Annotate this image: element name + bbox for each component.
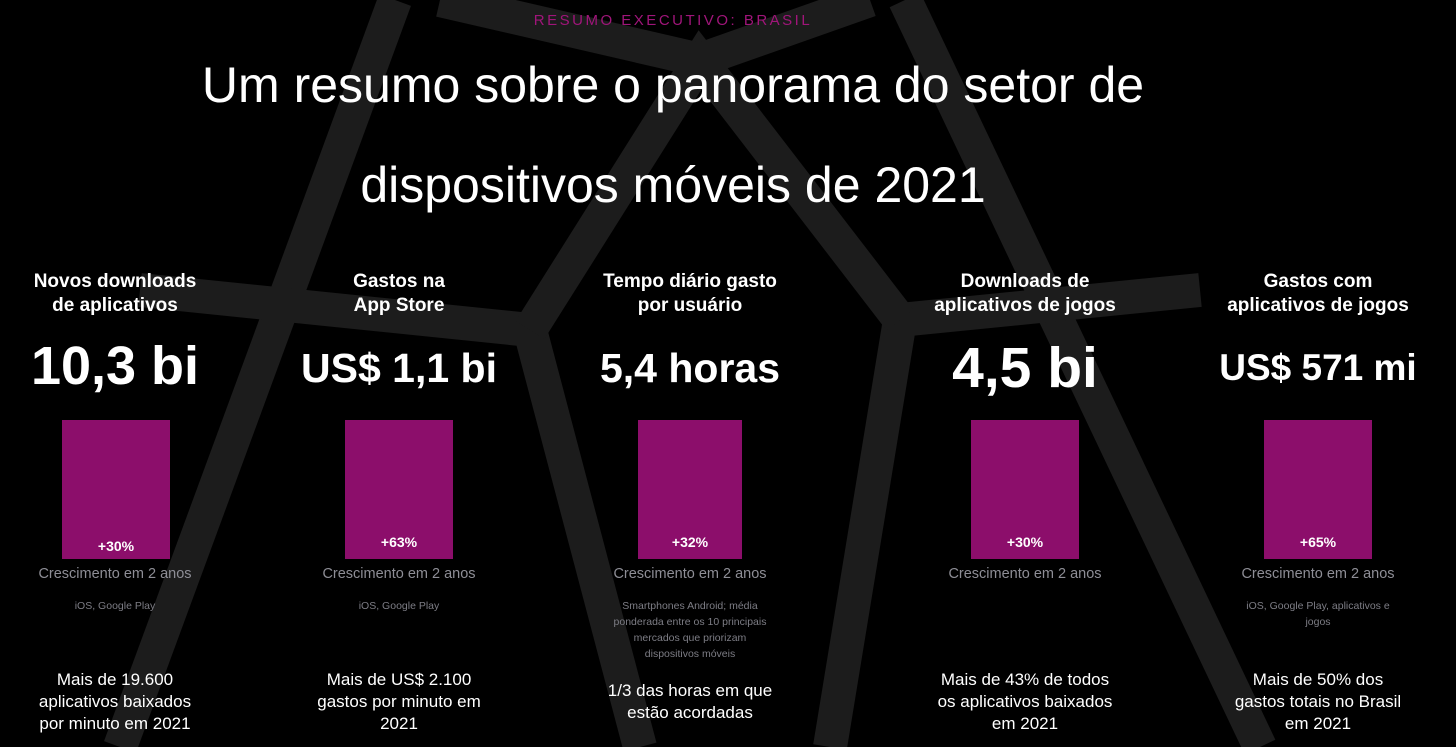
metric-heading-line: de aplicativos <box>52 295 178 316</box>
metric-heading-line: aplicativos de jogos <box>1227 295 1409 316</box>
metric-footnote: Mais de 19.600 aplicativos baixados por … <box>0 669 245 735</box>
growth-percent: +30% <box>97 538 135 554</box>
source-note: iOS, Google Play <box>74 600 156 612</box>
footnote-line: 1/3 das horas em que <box>607 681 773 700</box>
growth-label: Crescimento em 2 anos <box>322 566 476 582</box>
footnote-line: Mais de 19.600 <box>56 670 174 689</box>
growth-bar: +63% <box>345 420 453 559</box>
metric-heading-line: Gastos com <box>1263 271 1373 292</box>
metric-footnote: Mais de 50% dos gastos totais no Brasil … <box>1188 669 1448 735</box>
growth-label: Crescimento em 2 anos <box>948 566 1102 582</box>
metric-value: 4,5 bi <box>952 336 1098 400</box>
metric-card-game-spend: Gastos com aplicativos de jogos US$ 571 … <box>1188 0 1448 747</box>
growth-bar: +65% <box>1264 420 1372 559</box>
growth-bar: +30% <box>971 420 1079 559</box>
growth-label: Crescimento em 2 anos <box>38 566 192 582</box>
section-kicker: RESUMO EXECUTIVO: BRASIL <box>533 12 813 29</box>
metric-card-daily-time: Tempo diário gasto por usuário 5,4 horas… <box>560 0 820 747</box>
growth-percent: +65% <box>1299 534 1337 550</box>
source-line: mercados que priorizam <box>633 632 747 644</box>
metric-heading: Gastos na App Store <box>269 270 529 318</box>
source-note: Smartphones Android; média ponderada ent… <box>560 598 820 662</box>
growth-label: Crescimento em 2 anos <box>1241 566 1395 582</box>
metric-value: 5,4 horas <box>599 345 781 391</box>
source-line: iOS, Google Play, aplicativos e <box>1246 600 1390 612</box>
metric-heading: Novos downloads de aplicativos <box>0 270 245 318</box>
metric-heading-line: Novos downloads <box>33 271 197 292</box>
metric-heading: Downloads de aplicativos de jogos <box>895 270 1155 318</box>
growth-percent: +30% <box>1006 534 1044 550</box>
footnote-line: os aplicativos baixados <box>937 692 1113 711</box>
source-line: Smartphones Android; média <box>622 600 758 612</box>
growth-label: Crescimento em 2 anos <box>613 566 767 582</box>
footnote-line: gastos totais no Brasil <box>1234 692 1402 711</box>
footnote-line: estão acordadas <box>627 703 753 722</box>
source-line: jogos <box>1305 616 1331 628</box>
footnote-line: aplicativos baixados <box>38 692 192 711</box>
page-title-line-2: dispositivos móveis de 2021 <box>360 157 986 213</box>
growth-percent: +32% <box>671 534 709 550</box>
metric-heading-line: Tempo diário gasto <box>603 271 777 292</box>
metric-heading-line: App Store <box>353 295 445 316</box>
metric-heading: Gastos com aplicativos de jogos <box>1188 270 1448 318</box>
footnote-line: por minuto em 2021 <box>39 714 191 733</box>
footnote-line: Mais de 50% dos <box>1252 670 1384 689</box>
footnote-line: em 2021 <box>991 714 1059 733</box>
metric-value: 10,3 bi <box>30 336 200 396</box>
metric-heading-line: Downloads de <box>960 271 1090 292</box>
growth-bar: +32% <box>638 420 742 559</box>
footnote-line: em 2021 <box>1284 714 1352 733</box>
source-note: iOS, Google Play, aplicativos e jogos <box>1188 598 1448 630</box>
source-line: dispositivos móveis <box>644 648 736 660</box>
footnote-line: Mais de US$ 2.100 <box>326 670 472 689</box>
growth-percent: +63% <box>380 534 418 550</box>
metric-heading-line: aplicativos de jogos <box>934 295 1116 316</box>
source-note: iOS, Google Play <box>358 600 440 612</box>
metric-card-game-downloads: Downloads de aplicativos de jogos 4,5 bi… <box>895 0 1155 747</box>
metric-heading: Tempo diário gasto por usuário <box>560 270 820 318</box>
metric-card-new-downloads: Novos downloads de aplicativos 10,3 bi +… <box>0 0 245 747</box>
page-title-line-1: Um resumo sobre o panorama do setor de <box>201 57 1145 113</box>
metric-card-app-store-spend: Gastos na App Store US$ 1,1 bi +63% Cres… <box>269 0 529 747</box>
footnote-line: Mais de 43% de todos <box>940 670 1110 689</box>
footnote-line: 2021 <box>380 714 418 733</box>
metric-footnote: Mais de US$ 2.100 gastos por minuto em 2… <box>269 669 529 735</box>
source-line: ponderada entre os 10 principais <box>613 616 767 628</box>
metric-footnote: 1/3 das horas em que estão acordadas <box>560 680 820 724</box>
metric-footnote: Mais de 43% de todos os aplicativos baix… <box>895 669 1155 735</box>
growth-bar: +30% <box>62 420 170 559</box>
footnote-line: gastos por minuto em <box>317 692 481 711</box>
metric-value: US$ 1,1 bi <box>301 345 497 391</box>
metric-heading-line: por usuário <box>637 295 743 316</box>
metric-heading-line: Gastos na <box>353 271 445 292</box>
metric-value: US$ 571 mi <box>1219 347 1417 388</box>
